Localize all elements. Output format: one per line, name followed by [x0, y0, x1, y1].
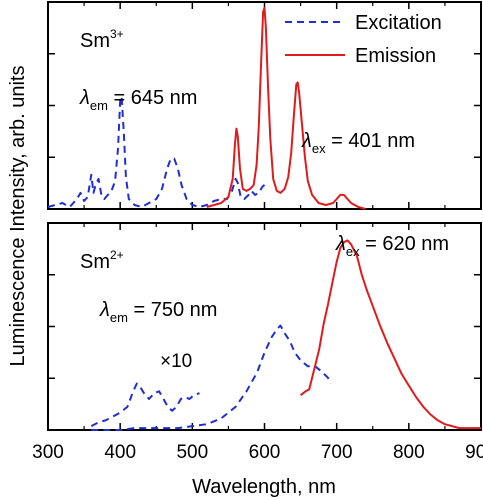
top-excitation-curve	[47, 95, 266, 208]
legend-excitation-label: Excitation	[355, 12, 442, 34]
bottom-emission-curve	[299, 239, 481, 430]
y-axis-label: Luminescence Intensity, arb. units	[7, 66, 29, 367]
x-tick-label: 800	[393, 442, 425, 463]
bottom-lambda-em-annotation: λem = 750 nm	[99, 299, 217, 325]
bottom-lambda-ex-annotation: λex = 620 nm	[335, 233, 449, 259]
x-tick-label: 700	[321, 442, 353, 463]
top-panel-curves	[47, 7, 366, 210]
legend-emission-label: Emission	[355, 45, 436, 67]
x-tick-label: 500	[176, 442, 208, 463]
bottom-panel-curves	[90, 239, 481, 431]
legend: Excitation Emission	[285, 12, 442, 67]
x-axis-label: Wavelength, nm	[192, 476, 336, 498]
top-lambda-ex-annotation: λex = 401 nm	[301, 130, 415, 156]
x-tick-label: 300	[32, 442, 64, 463]
x-tick-label: 900	[465, 442, 483, 463]
x-tick-labels: 300 400 500 600 700 800 900	[32, 442, 483, 463]
scale-factor-annotation: ×10	[160, 351, 192, 372]
bottom-excitation-curve	[91, 324, 332, 431]
bottom-excitation-curve	[90, 382, 200, 427]
top-lambda-em-annotation: λem = 645 nm	[79, 87, 197, 113]
top-emission-curve	[206, 7, 366, 210]
bottom-ion-label: Sm2+	[80, 248, 124, 273]
x-tick-label: 600	[249, 442, 281, 463]
x-tick-label: 400	[104, 442, 136, 463]
top-ion-label: Sm3+	[80, 27, 124, 52]
